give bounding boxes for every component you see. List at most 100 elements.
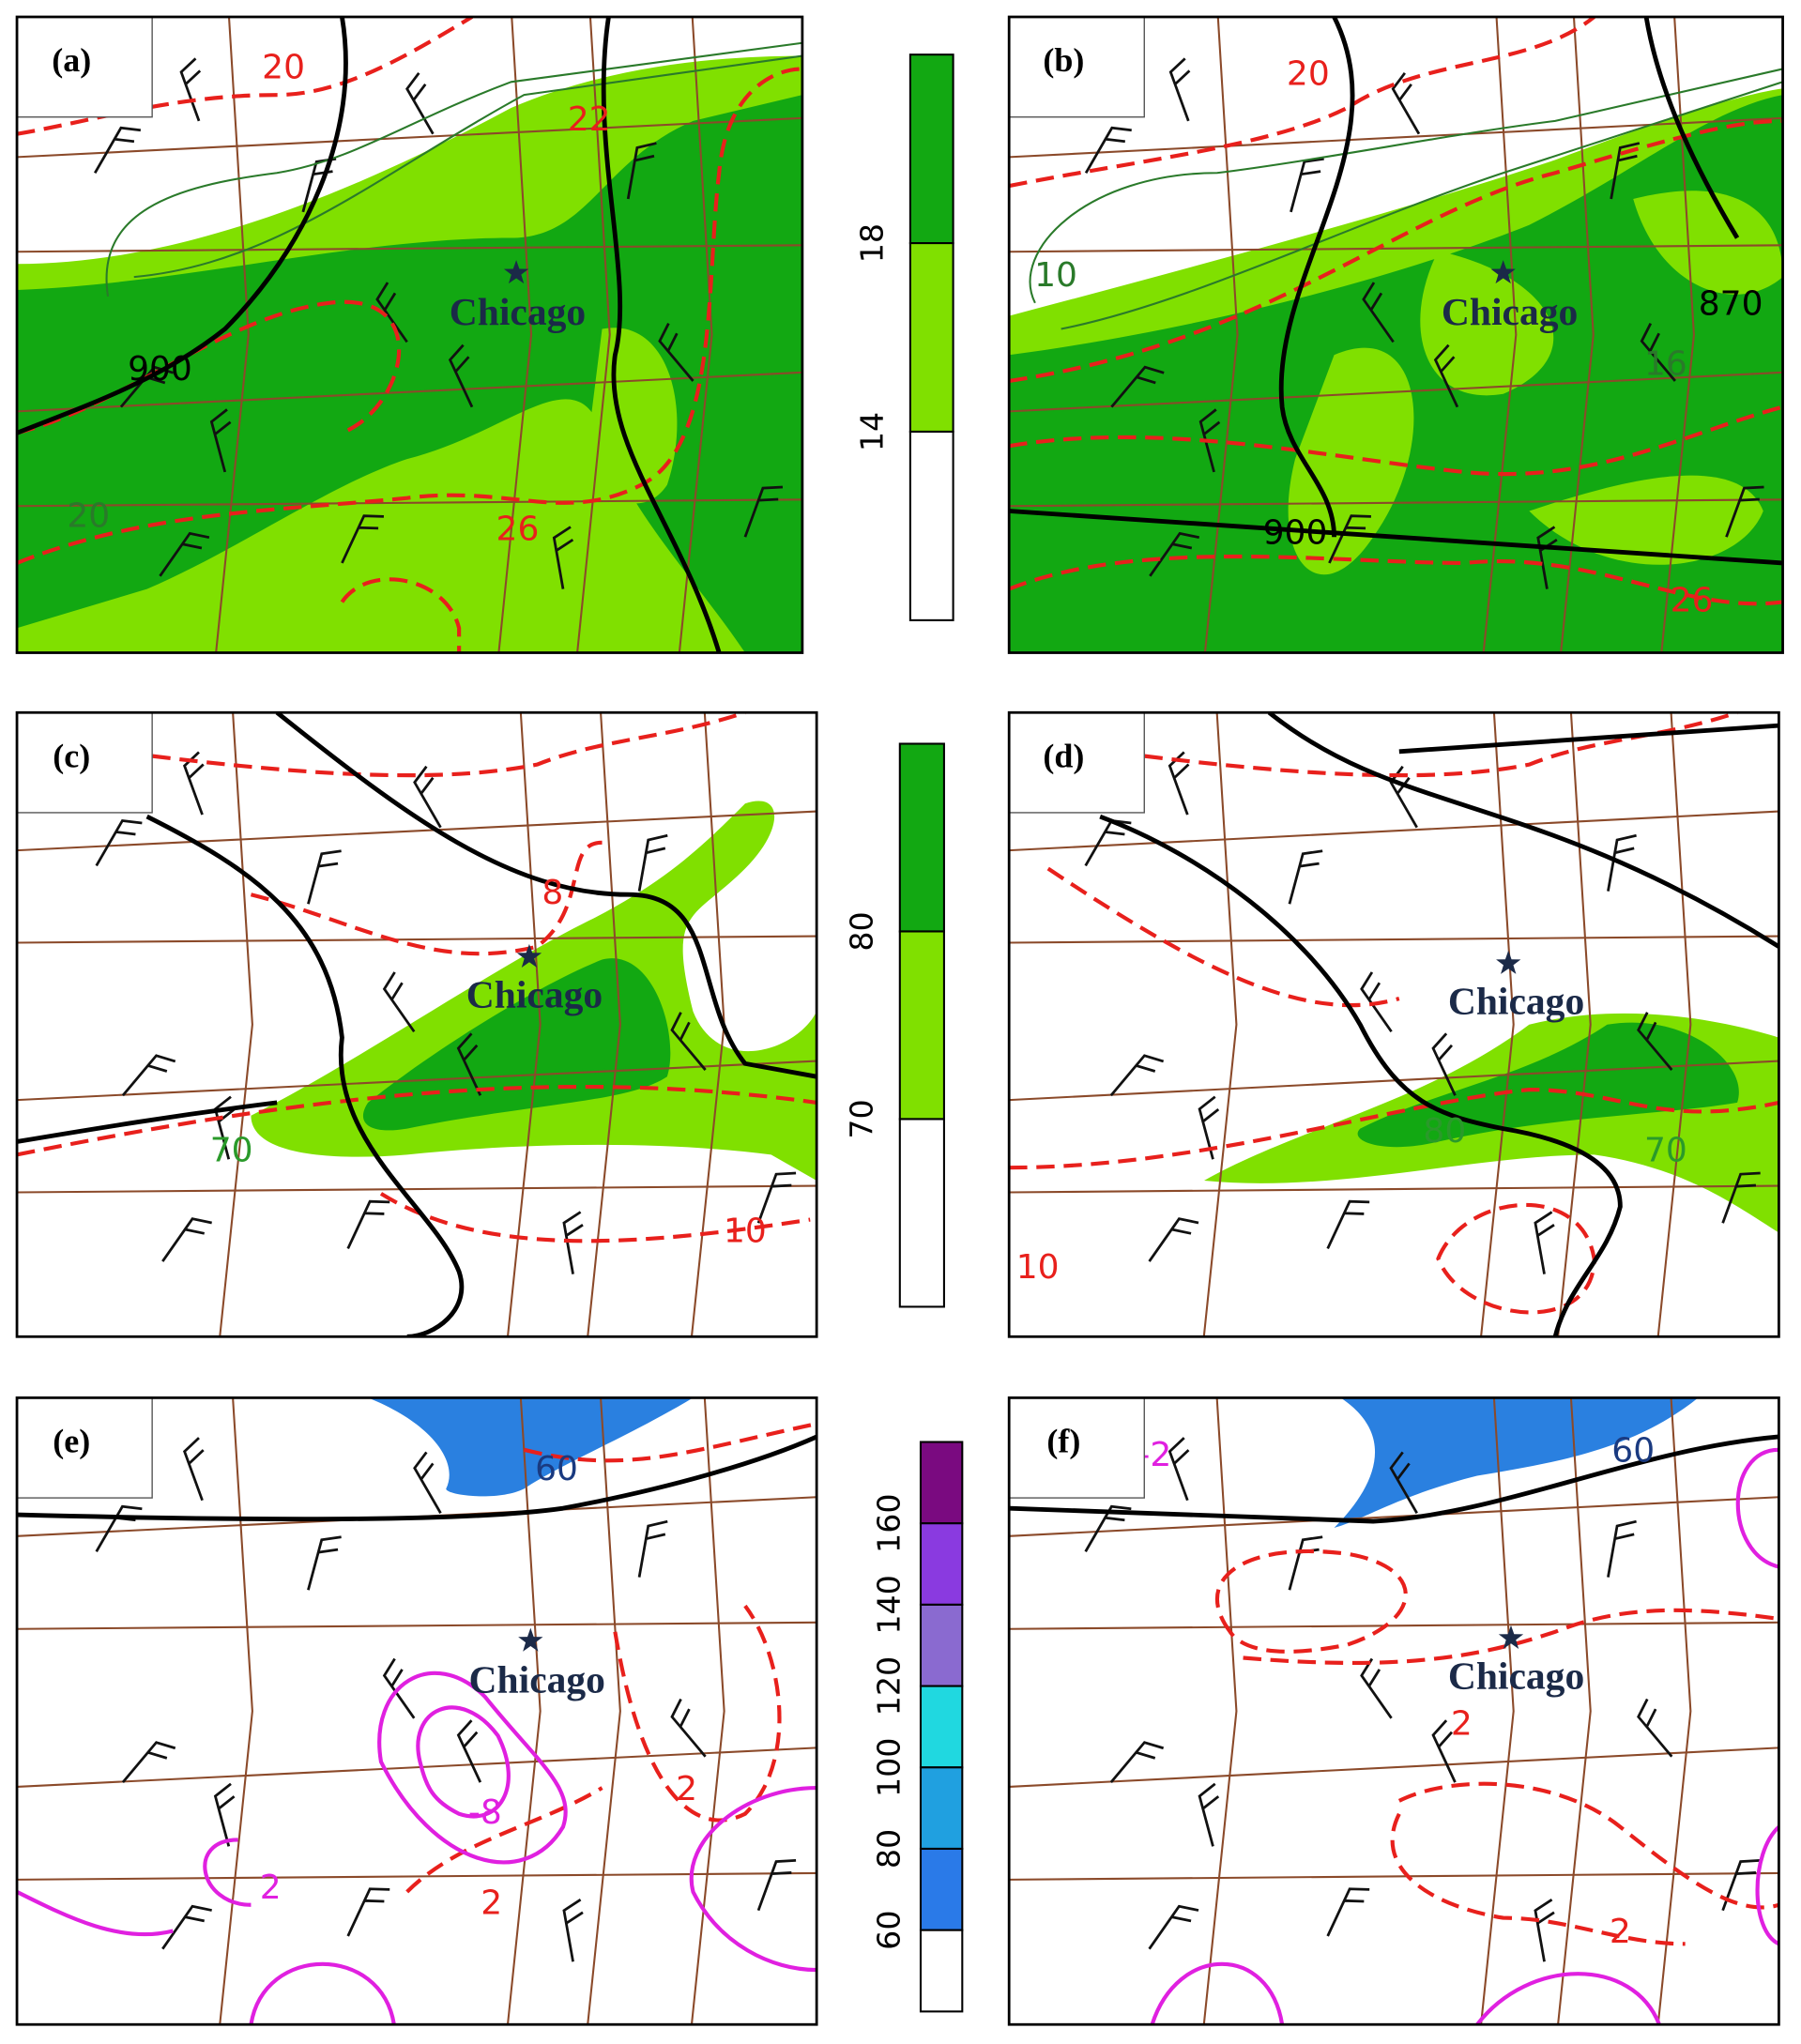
state-border <box>17 1060 817 1102</box>
state-border <box>1009 371 1783 413</box>
state-border <box>17 1747 817 1788</box>
shaded-area <box>17 95 802 653</box>
contour-label: 10 <box>1016 1248 1060 1287</box>
contour-line <box>1643 17 1740 239</box>
wind-barb <box>1607 833 1637 892</box>
state-border <box>1202 712 1238 1337</box>
wind-barb <box>637 833 668 892</box>
wind-barb <box>562 1211 584 1274</box>
colorbar-segment <box>908 430 954 621</box>
wind-barb <box>346 1887 390 1937</box>
wind-barb <box>1637 1698 1673 1758</box>
contour-line <box>1009 1434 1779 1524</box>
wind-barb <box>179 57 202 122</box>
wind-barb <box>456 1719 482 1783</box>
wind-barb <box>626 142 657 200</box>
panel-label: (a) <box>52 41 91 79</box>
wind-barb <box>1721 1171 1761 1224</box>
wind-barb <box>756 1859 797 1912</box>
wind-barb <box>209 408 232 473</box>
wind-barb <box>552 526 574 589</box>
shaded-area <box>368 1397 694 1497</box>
wind-barb <box>1110 365 1165 408</box>
state-border <box>1660 17 1695 653</box>
contour-line <box>1009 712 1738 778</box>
contour-label: 20 <box>262 48 305 86</box>
wind-barb <box>448 343 474 408</box>
city-star <box>503 260 529 284</box>
shaded-area <box>1334 1397 1699 1528</box>
colorbar-tick-label: 80 <box>871 1829 908 1869</box>
panel-label: (b) <box>1043 41 1084 79</box>
contour-line <box>1397 1781 1779 1910</box>
map-content: 20 22 900 20 26 Chicago (a) <box>17 17 802 653</box>
wind-barb <box>658 323 694 382</box>
wind-barb <box>161 1217 212 1262</box>
panel-frame <box>15 710 818 1338</box>
state-border <box>1009 1496 1779 1537</box>
wind-barb <box>1290 157 1324 213</box>
contour-label: 26 <box>496 510 540 548</box>
state-border <box>17 1184 817 1194</box>
colorbar-tick-label: 60 <box>871 1911 908 1950</box>
state-border <box>215 17 250 653</box>
state-border <box>1009 1184 1779 1194</box>
wind-barb <box>743 485 784 538</box>
wind-barb <box>1640 323 1676 382</box>
city-name: Chicago <box>450 290 586 333</box>
wind-barb <box>1326 1199 1370 1250</box>
state-border <box>587 712 621 1337</box>
panel-label: (f) <box>1046 1423 1080 1460</box>
state-border <box>17 1871 817 1881</box>
contour-label: 70 <box>1644 1132 1687 1170</box>
map-content: 8 70 10 Chicago (c) <box>17 712 817 1337</box>
wind-barb <box>95 818 143 867</box>
label-box <box>17 17 153 118</box>
colorbar-segment <box>919 1603 964 1687</box>
wind-barb <box>375 282 408 343</box>
panel-frame <box>15 1396 818 2026</box>
wind-barb <box>1109 1741 1165 1783</box>
contour-line <box>17 1084 817 1157</box>
contour-label: -8 <box>468 1793 502 1832</box>
contour-line <box>1009 404 1783 477</box>
contour-line <box>1009 17 1595 189</box>
contour-label: 16 <box>1644 344 1687 383</box>
city-star <box>1490 260 1516 284</box>
contour-label: 900 <box>1263 513 1328 552</box>
city-star <box>518 1627 543 1652</box>
wind-barb <box>121 1054 176 1097</box>
contour-line <box>1009 554 1783 606</box>
panel-frame <box>1007 1396 1780 2026</box>
colorbar-tick-label: 140 <box>871 1575 908 1634</box>
city-name: Chicago <box>1448 980 1584 1023</box>
wind-barb <box>1084 1504 1132 1552</box>
wind-barb <box>1198 1782 1220 1847</box>
city-star <box>516 943 542 968</box>
contour-label: 10 <box>1034 256 1077 295</box>
wind-barb <box>1607 1519 1637 1578</box>
wind-barb <box>1148 1904 1199 1950</box>
city-star <box>1496 950 1521 974</box>
colorbar-segment <box>919 1441 964 1525</box>
state-border <box>1009 1621 1779 1630</box>
colorbar-segment <box>898 1118 945 1308</box>
wind-barb <box>213 1782 236 1847</box>
state-border <box>1656 1397 1692 2025</box>
city-star <box>1498 1625 1524 1649</box>
contour-line <box>377 1670 568 1865</box>
wind-barb <box>1149 531 1200 577</box>
state-border <box>1009 1060 1779 1102</box>
state-border <box>17 1621 817 1630</box>
state-border <box>1656 712 1692 1337</box>
city-name: Chicago <box>466 973 603 1016</box>
contour-line <box>17 299 402 435</box>
label-box <box>17 712 153 814</box>
panel-label: (c) <box>53 737 90 774</box>
wind-barb <box>121 1741 176 1783</box>
contour-line <box>250 840 603 956</box>
state-border <box>506 712 542 1337</box>
state-border <box>1009 810 1779 852</box>
contour-label: 870 <box>1699 285 1763 324</box>
